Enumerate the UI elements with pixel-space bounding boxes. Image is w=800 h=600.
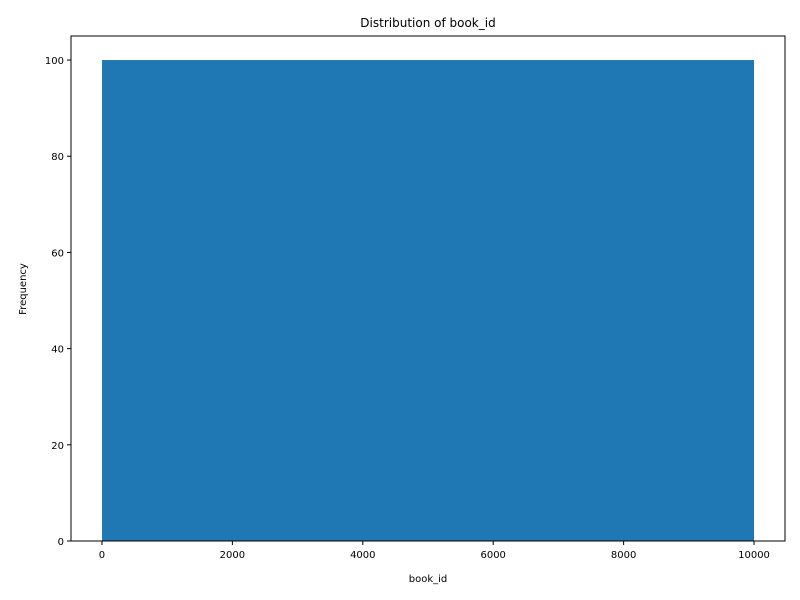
- x-tick-label: 0: [99, 550, 105, 561]
- x-axis: 0 2000 4000 6000 8000 10000: [99, 541, 770, 561]
- x-tick-label: 8000: [611, 550, 636, 561]
- bars-layer: [102, 60, 755, 542]
- chart-title: Distribution of book_id: [360, 16, 495, 30]
- y-axis-label: Frequency: [18, 263, 29, 315]
- y-tick-label: 20: [51, 441, 64, 452]
- y-tick-label: 80: [51, 152, 64, 163]
- y-tick-label: 100: [45, 56, 64, 67]
- y-tick-label: 0: [58, 537, 64, 548]
- y-tick-label: 40: [51, 345, 64, 356]
- histogram-bar-0: [102, 60, 755, 542]
- x-tick-label: 10000: [738, 550, 770, 561]
- plot-area-frame: [70, 35, 786, 542]
- x-axis-label: book_id: [409, 574, 448, 585]
- x-tick-label: 6000: [480, 550, 505, 561]
- y-tick-label: 60: [51, 248, 64, 259]
- x-tick-label: 4000: [350, 550, 375, 561]
- y-axis: 0 20 40 60 80 100: [45, 56, 71, 548]
- x-tick-label: 2000: [220, 550, 245, 561]
